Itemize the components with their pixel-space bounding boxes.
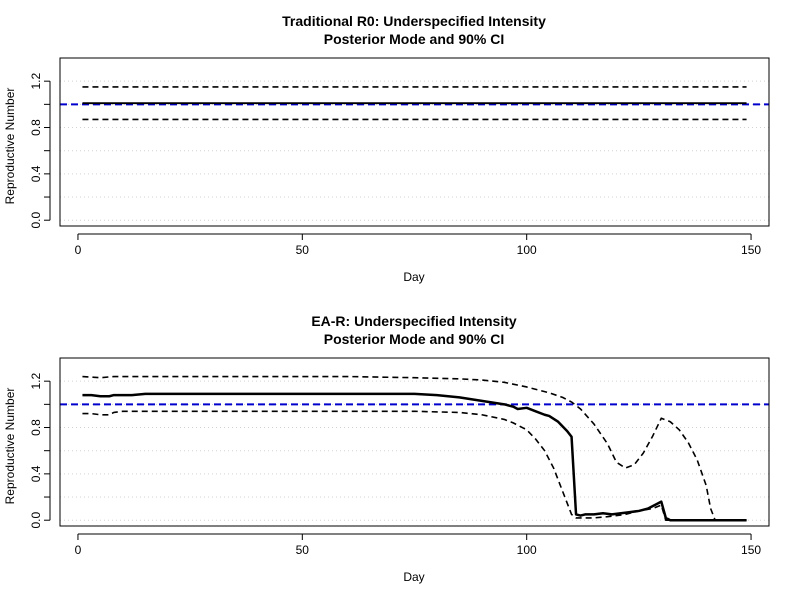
panel-traditional-r0: Traditional R0: Underspecified Intensity… [3,13,770,284]
grid [60,380,769,521]
chart-title: EA-R: Underspecified Intensity [311,313,517,329]
y-tick-label: 0.8 [29,419,43,436]
plot-frame [59,357,770,527]
series-group [82,86,747,121]
x-tick-label: 50 [296,543,310,557]
plot-frame [59,57,770,227]
series-upper-line [82,375,747,522]
x-tick-label: 50 [296,243,310,257]
y-axis-label: Reproductive Number [3,388,17,505]
y-tick-label: 0.4 [29,165,43,182]
x-tick-label: 100 [517,543,537,557]
x-tick-label: 150 [741,243,761,257]
x-axis: 0 50 100 150 [75,533,761,557]
series-lower-line [82,410,747,522]
x-axis-label: Day [403,270,424,284]
y-tick-label: 0.0 [29,512,43,529]
y-tick-label: 0.0 [29,212,43,229]
x-tick-label: 0 [75,543,82,557]
y-tick-label: 1.2 [29,373,43,390]
x-axis: 0 50 100 150 [75,233,761,257]
x-axis-label: Day [403,570,424,584]
series-mode-line [82,392,747,522]
x-tick-label: 150 [741,543,761,557]
y-tick-label: 0.8 [29,119,43,136]
series-group [82,375,747,522]
y-axis: 0.0 0.4 0.8 1.2 [29,73,51,229]
y-axis-label: Reproductive Number [3,88,17,205]
x-tick-label: 100 [517,243,537,257]
x-tick-label: 0 [75,243,82,257]
chart-title: Traditional R0: Underspecified Intensity [282,13,546,29]
panel-ea-r: EA-R: Underspecified Intensity Posterior… [3,313,770,584]
chart-subtitle: Posterior Mode and 90% CI [324,331,504,347]
y-tick-label: 1.2 [29,73,43,90]
y-tick-label: 0.4 [29,465,43,482]
chart-subtitle: Posterior Mode and 90% CI [324,31,504,47]
y-axis: 0.0 0.4 0.8 1.2 [29,373,51,529]
grid [60,80,769,221]
